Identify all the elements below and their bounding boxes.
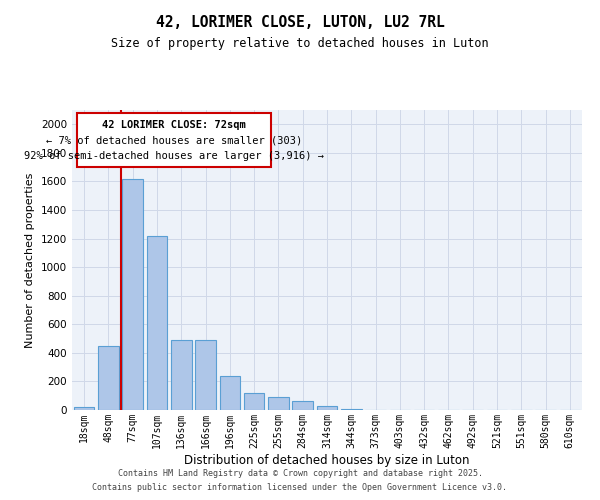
Bar	[317, 406, 337, 410]
Text: ← 7% of detached houses are smaller (303): ← 7% of detached houses are smaller (303…	[46, 136, 302, 145]
Bar	[146, 236, 167, 410]
Bar	[292, 402, 313, 410]
Text: Contains public sector information licensed under the Open Government Licence v3: Contains public sector information licen…	[92, 484, 508, 492]
Bar	[171, 340, 191, 410]
FancyBboxPatch shape	[77, 113, 271, 167]
Bar	[268, 397, 289, 410]
Text: 42 LORIMER CLOSE: 72sqm: 42 LORIMER CLOSE: 72sqm	[102, 120, 246, 130]
Bar	[195, 340, 216, 410]
Y-axis label: Number of detached properties: Number of detached properties	[25, 172, 35, 348]
Bar	[122, 178, 143, 410]
Text: 92% of semi-detached houses are larger (3,916) →: 92% of semi-detached houses are larger (…	[24, 152, 324, 162]
Text: Contains HM Land Registry data © Crown copyright and database right 2025.: Contains HM Land Registry data © Crown c…	[118, 468, 482, 477]
Bar	[98, 346, 119, 410]
Bar	[220, 376, 240, 410]
Text: 42, LORIMER CLOSE, LUTON, LU2 7RL: 42, LORIMER CLOSE, LUTON, LU2 7RL	[155, 15, 445, 30]
Bar	[244, 393, 265, 410]
X-axis label: Distribution of detached houses by size in Luton: Distribution of detached houses by size …	[184, 454, 470, 466]
Text: Size of property relative to detached houses in Luton: Size of property relative to detached ho…	[111, 38, 489, 51]
Bar	[74, 407, 94, 410]
